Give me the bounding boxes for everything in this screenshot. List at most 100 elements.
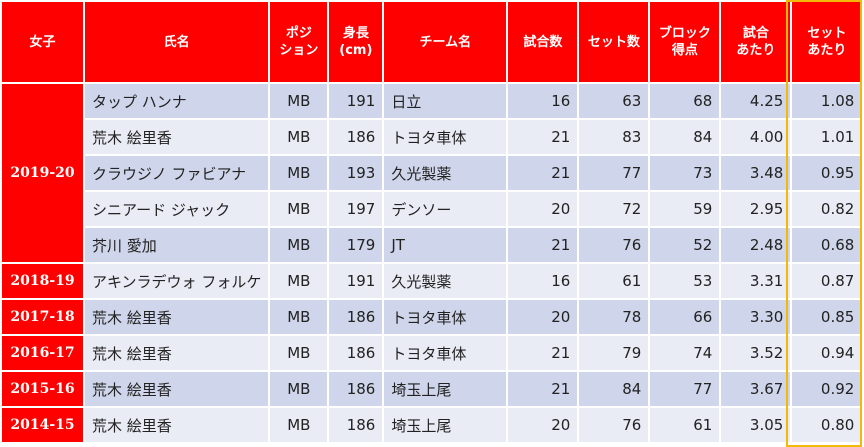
cell-matches: 21 xyxy=(508,156,578,190)
cell-sets: 76 xyxy=(579,408,649,442)
season-cell: 2017-18 xyxy=(2,300,83,334)
cell-position: MB xyxy=(270,120,328,154)
header-per-set: セット あたり xyxy=(792,2,862,82)
cell-matches: 21 xyxy=(508,336,578,370)
cell-name: 荒木 絵里香 xyxy=(85,372,269,406)
table-row: 2014-15 荒木 絵里香 MB 186 埼玉上尾 20 76 61 3.05 0.80 xyxy=(2,408,862,442)
cell-position: MB xyxy=(270,192,328,226)
cell-team: 埼玉上尾 xyxy=(384,408,507,442)
cell-matches: 16 xyxy=(508,264,578,298)
table-body: 2019-20 タップ ハンナ MB 191 日立 16 63 68 4.25 1.08 荒木 絵里… xyxy=(2,84,862,442)
cell-team: 日立 xyxy=(384,84,507,118)
cell-per-match: 3.67 xyxy=(721,372,791,406)
cell-per-set: 1.08 xyxy=(792,84,862,118)
cell-height: 197 xyxy=(329,192,383,226)
cell-name: クラウジノ ファビアナ xyxy=(85,156,269,190)
cell-team: 埼玉上尾 xyxy=(384,372,507,406)
cell-matches: 20 xyxy=(508,192,578,226)
cell-height: 186 xyxy=(329,372,383,406)
cell-block: 61 xyxy=(650,408,720,442)
cell-team: デンソー xyxy=(384,192,507,226)
cell-sets: 78 xyxy=(579,300,649,334)
season-cell: 2015-16 xyxy=(2,372,83,406)
header-height: 身長 (cm) xyxy=(329,2,383,82)
cell-team: トヨタ車体 xyxy=(384,300,507,334)
cell-name: 荒木 絵里香 xyxy=(85,336,269,370)
table-row: 2019-20 タップ ハンナ MB 191 日立 16 63 68 4.25 1.08 xyxy=(2,84,862,262)
cell-per-match: 4.00 xyxy=(721,120,791,154)
cell-height: 191 xyxy=(329,84,383,118)
cell-position: MB xyxy=(270,300,328,334)
table-row: 芥川 愛加 MB 179 JT 21 76 52 2.48 0.68 xyxy=(2,228,862,262)
season-cell: 2019-20 xyxy=(2,84,83,262)
cell-matches: 21 xyxy=(508,228,578,262)
cell-sets: 72 xyxy=(579,192,649,226)
header-sets: セット数 xyxy=(579,2,649,82)
cell-per-match: 3.31 xyxy=(721,264,791,298)
header-gender: 女子 xyxy=(2,2,83,82)
header-name: 氏名 xyxy=(85,2,269,82)
cell-team: 久光製薬 xyxy=(384,156,507,190)
cell-per-match: 3.48 xyxy=(721,156,791,190)
cell-per-set: 0.82 xyxy=(792,192,862,226)
season-cell: 2016-17 xyxy=(2,336,83,370)
cell-position: MB xyxy=(270,408,328,442)
cell-name: 荒木 絵里香 xyxy=(85,408,269,442)
cell-height: 186 xyxy=(329,408,383,442)
cell-block: 53 xyxy=(650,264,720,298)
table-row: シニアード ジャック MB 197 デンソー 20 72 59 2.95 0.82 xyxy=(2,192,862,226)
table-row: 2016-17 荒木 絵里香 MB 186 トヨタ車体 21 79 74 3.52 0.94 xyxy=(2,336,862,370)
header-team: チーム名 xyxy=(384,2,507,82)
cell-per-set: 0.95 xyxy=(792,156,862,190)
cell-matches: 21 xyxy=(508,120,578,154)
cell-height: 186 xyxy=(329,336,383,370)
cell-sets: 76 xyxy=(579,228,649,262)
header-block: ブロック 得点 xyxy=(650,2,720,82)
cell-per-set: 0.87 xyxy=(792,264,862,298)
cell-name: シニアード ジャック xyxy=(85,192,269,226)
cell-height: 186 xyxy=(329,300,383,334)
cell-sets: 77 xyxy=(579,156,649,190)
cell-per-set: 0.80 xyxy=(792,408,862,442)
table-row: クラウジノ ファビアナ MB 193 久光製薬 21 77 73 3.48 0.95 xyxy=(2,156,862,190)
cell-name: 荒木 絵里香 xyxy=(85,120,269,154)
cell-sets: 84 xyxy=(579,372,649,406)
cell-height: 179 xyxy=(329,228,383,262)
cell-matches: 20 xyxy=(508,408,578,442)
season-cell: 2014-15 xyxy=(2,408,83,442)
cell-name: 芥川 愛加 xyxy=(85,228,269,262)
cell-name: 荒木 絵里香 xyxy=(85,300,269,334)
cell-sets: 61 xyxy=(579,264,649,298)
cell-per-match: 2.95 xyxy=(721,192,791,226)
table-row: 2018-19 アキンラデウォ フォルケ MB 191 久光製薬 16 61 53 3.31 0.… xyxy=(2,264,862,298)
cell-matches: 21 xyxy=(508,372,578,406)
cell-position: MB xyxy=(270,84,328,118)
cell-position: MB xyxy=(270,372,328,406)
cell-per-set: 1.01 xyxy=(792,120,862,154)
season-cell: 2018-19 xyxy=(2,264,83,298)
cell-position: MB xyxy=(270,264,328,298)
cell-height: 193 xyxy=(329,156,383,190)
header-per-match: 試合 あたり xyxy=(721,2,791,82)
cell-sets: 83 xyxy=(579,120,649,154)
cell-per-set: 0.85 xyxy=(792,300,862,334)
cell-height: 191 xyxy=(329,264,383,298)
cell-block: 77 xyxy=(650,372,720,406)
cell-sets: 79 xyxy=(579,336,649,370)
cell-per-set: 0.94 xyxy=(792,336,862,370)
cell-block: 66 xyxy=(650,300,720,334)
cell-height: 186 xyxy=(329,120,383,154)
cell-sets: 63 xyxy=(579,84,649,118)
cell-matches: 20 xyxy=(508,300,578,334)
cell-team: 久光製薬 xyxy=(384,264,507,298)
cell-per-match: 4.25 xyxy=(721,84,791,118)
cell-block: 68 xyxy=(650,84,720,118)
header-matches: 試合数 xyxy=(508,2,578,82)
cell-position: MB xyxy=(270,336,328,370)
header-position: ポジ ション xyxy=(270,2,328,82)
cell-name: アキンラデウォ フォルケ xyxy=(85,264,269,298)
cell-per-match: 2.48 xyxy=(721,228,791,262)
cell-per-set: 0.92 xyxy=(792,372,862,406)
cell-block: 74 xyxy=(650,336,720,370)
